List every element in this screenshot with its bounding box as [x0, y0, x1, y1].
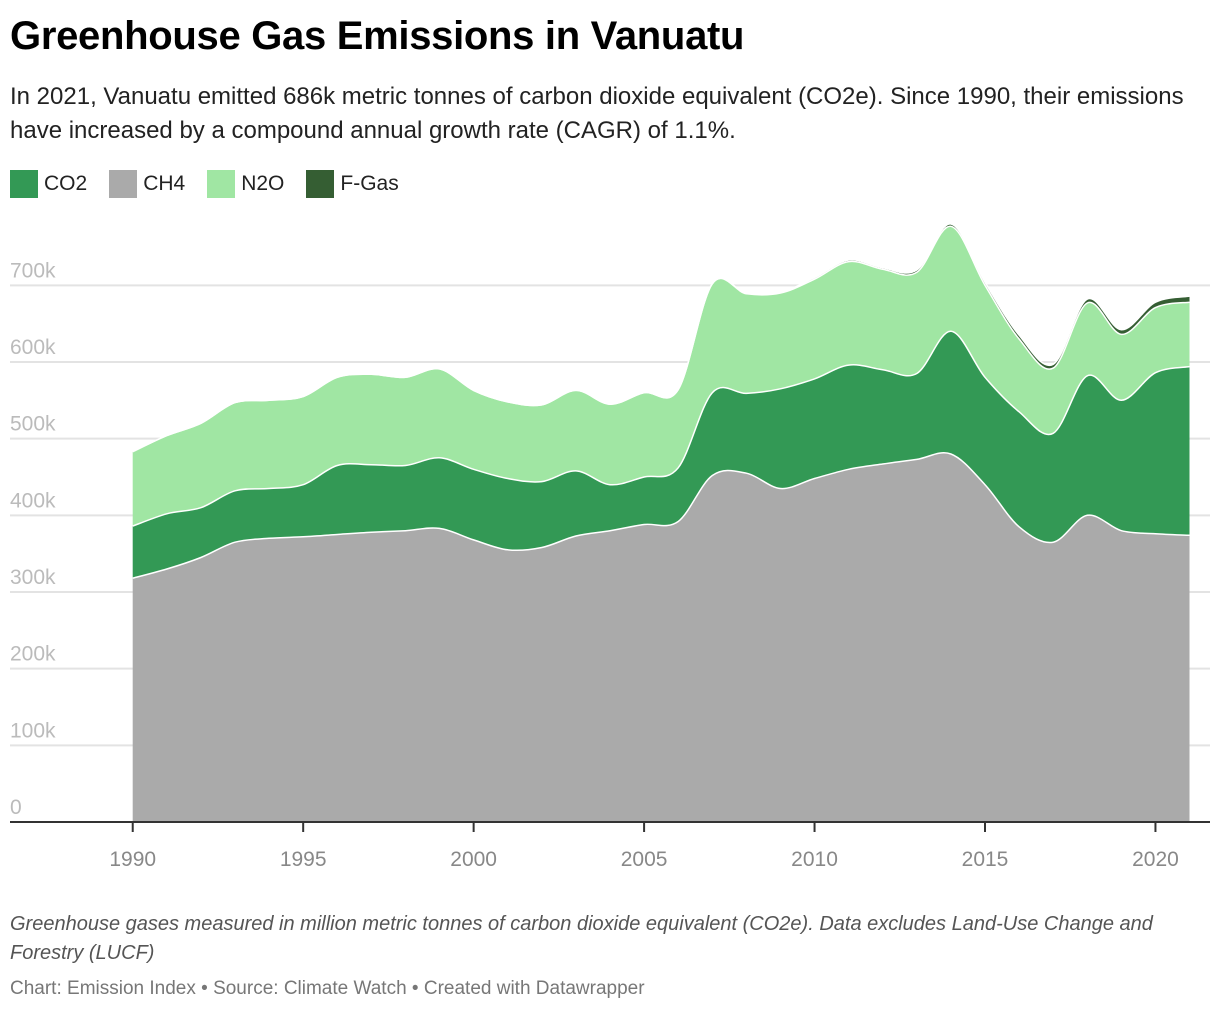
stacked-areas — [132, 223, 1190, 822]
x-tick-2020: 2020 — [1132, 848, 1179, 871]
y-tick-400k: 400k — [10, 489, 56, 512]
y-tick-100k: 100k — [10, 719, 56, 742]
x-tick-2010: 2010 — [791, 848, 838, 871]
chart-subtitle: In 2021, Vanuatu emitted 686k metric ton… — [10, 83, 1184, 144]
area-chart: 0 100k 200k 300k 400k 500k 600k 700k 1990 1995 20… — [10, 223, 1210, 871]
x-tick-1995: 1995 — [280, 848, 327, 871]
area-ch4 — [132, 452, 1190, 822]
area-co2 — [132, 331, 1190, 579]
x-tick-2015: 2015 — [962, 848, 1009, 871]
legend-label-co2: CO2 — [44, 172, 88, 195]
area-outline-co2 — [132, 330, 1190, 527]
legend-swatch-co2 — [10, 170, 38, 198]
y-tick-200k: 200k — [10, 643, 56, 666]
y-tick-500k: 500k — [10, 413, 56, 436]
x-axis-ticks: 1990 1995 2000 2005 2010 2015 2020 — [109, 822, 1179, 871]
x-tick-1990: 1990 — [109, 848, 156, 871]
legend-swatch-fgas — [306, 170, 335, 198]
legend: CO2 CH4 N2O F-Gas — [10, 170, 421, 198]
area-outline-fgas — [132, 223, 1190, 453]
chart-credits: Chart: Emission Index • Source: Climate … — [10, 978, 645, 999]
legend-label-n2o: N2O — [241, 172, 285, 195]
legend-swatch-ch4 — [109, 170, 138, 198]
legend-item-ch4: CH4 — [109, 170, 185, 198]
y-axis-ticks: 0 100k 200k 300k 400k 500k 600k 700k — [10, 259, 56, 819]
legend-item-fgas: F-Gas — [306, 170, 399, 198]
x-tick-2000: 2000 — [450, 848, 497, 871]
y-tick-300k: 300k — [10, 566, 56, 589]
legend-item-co2: CO2 — [10, 170, 87, 198]
y-tick-0: 0 — [10, 796, 22, 819]
legend-label-ch4: CH4 — [143, 172, 186, 195]
area-n2o — [132, 226, 1190, 527]
y-tick-700k: 700k — [10, 259, 56, 282]
y-tick-600k: 600k — [10, 336, 56, 359]
area-outline-ch4 — [132, 452, 1190, 579]
chart-title: Greenhouse Gas Emissions in Vanuatu — [10, 14, 745, 58]
chart-notes: Greenhouse gases measured in million met… — [10, 913, 1153, 964]
legend-label-fgas: F-Gas — [340, 172, 399, 195]
legend-item-n2o: N2O — [207, 170, 284, 198]
x-tick-2005: 2005 — [621, 848, 668, 871]
legend-swatch-n2o — [207, 170, 236, 198]
